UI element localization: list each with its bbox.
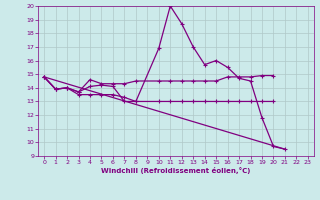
X-axis label: Windchill (Refroidissement éolien,°C): Windchill (Refroidissement éolien,°C) [101, 167, 251, 174]
